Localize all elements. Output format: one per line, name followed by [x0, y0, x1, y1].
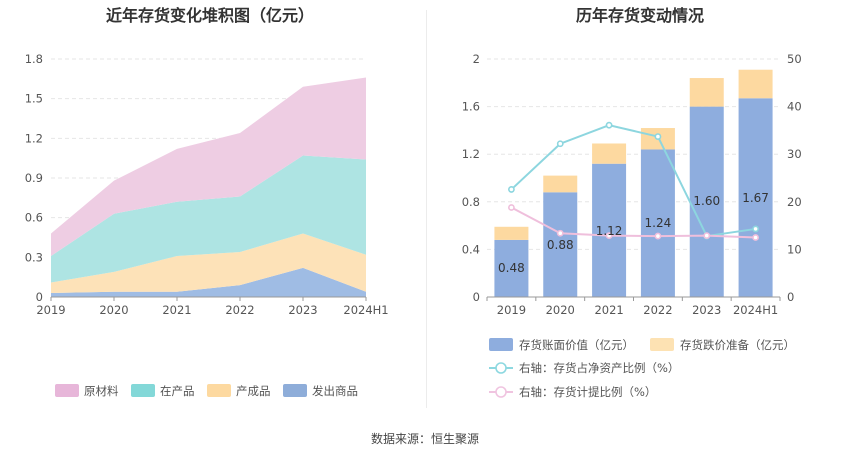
legend-label: 右轴：存货计提比例（%） — [519, 385, 656, 399]
left-x-tick-label: 2024H1 — [343, 303, 388, 317]
right-chart-right-y-tick-label: 40 — [787, 100, 802, 114]
legend-label: 在产品 — [160, 384, 195, 398]
legend-swatch-book-value — [489, 338, 513, 351]
bar-impairment-2023 — [689, 78, 724, 107]
right-x-tick-label: 2021 — [594, 303, 623, 317]
right-chart-left-y-tick-label: 0.4 — [462, 242, 480, 256]
right-chart-right-y-tick-label: 30 — [787, 147, 802, 161]
legend-swatch-在产品 — [131, 384, 155, 397]
legend-label: 存货账面价值（亿元） — [519, 338, 634, 352]
bar-book-value-2021 — [592, 163, 627, 297]
line-point — [605, 232, 613, 239]
right-chart-right-y-tick-label: 10 — [787, 242, 802, 256]
area-series-在产品 — [51, 155, 366, 283]
left-y-tick-label: 1.5 — [25, 92, 43, 106]
right-x-tick-label: 2023 — [692, 303, 721, 317]
bar-data-label: 0.88 — [547, 238, 574, 252]
area-series-产成品 — [51, 233, 366, 294]
bar-data-label: 0.48 — [498, 261, 525, 275]
legend-line-marker — [495, 386, 507, 398]
line-series-右轴：存货计提比例（%） — [510, 206, 756, 239]
legend-label: 存货跌价准备（亿元） — [680, 338, 795, 352]
line-point — [752, 234, 759, 241]
left-x-tick-label: 2023 — [288, 303, 317, 317]
data-source-note: 数据来源：恒生聚源 — [370, 432, 479, 446]
left-y-tick-label: 0.9 — [25, 171, 43, 185]
right-chart-right-y-tick-label: 0 — [787, 290, 794, 304]
bar-data-label: 1.12 — [596, 224, 623, 238]
right-chart-left-y-tick-label: 1.2 — [462, 147, 480, 161]
right-chart-left-y-tick-label: 2 — [473, 52, 480, 66]
legend-swatch-发出商品 — [283, 384, 307, 397]
bar-book-value-2023 — [689, 106, 724, 297]
legend-label: 发出商品 — [312, 384, 358, 398]
right-x-tick-label: 2022 — [643, 303, 672, 317]
line-series-右轴：存货占净资产比例（%） — [510, 124, 756, 238]
legend-label: 右轴：存货占净资产比例（%） — [519, 361, 679, 375]
bar-data-label: 1.60 — [693, 194, 720, 208]
line-point — [508, 186, 515, 193]
left-x-tick-label: 2019 — [36, 303, 65, 317]
line-point — [654, 232, 662, 240]
bar-book-value-2020 — [543, 192, 578, 297]
legend-label: 原材料 — [84, 384, 119, 398]
line-point — [508, 204, 515, 211]
line-point — [556, 140, 564, 148]
left-x-tick-label: 2021 — [162, 303, 191, 317]
left-y-tick-label: 0.3 — [25, 250, 43, 264]
right-x-tick-label: 2024H1 — [733, 303, 778, 317]
area-series-原材料 — [51, 77, 366, 257]
bar-impairment-2019 — [494, 226, 529, 240]
bar-book-value-2019 — [494, 239, 529, 297]
bar-impairment-2020 — [543, 175, 578, 193]
legend-swatch-原材料 — [55, 384, 79, 397]
right-chart-title: 历年存货变动情况 — [575, 6, 704, 25]
line-point — [605, 121, 613, 129]
bar-data-label: 1.67 — [742, 191, 769, 205]
line-point — [752, 225, 759, 233]
right-chart-left-y-tick-label: 1.6 — [462, 100, 480, 114]
chart-divider — [426, 10, 427, 408]
left-y-tick-label: 1.2 — [25, 131, 43, 145]
right-x-tick-label: 2019 — [497, 303, 526, 317]
bar-impairment-2021 — [592, 143, 627, 164]
line-point — [703, 232, 711, 239]
right-chart-right-y-tick-label: 50 — [787, 52, 802, 66]
left-chart-title: 近年存货变化堆积图（亿元） — [105, 6, 314, 25]
right-x-tick-label: 2020 — [546, 303, 575, 317]
left-y-tick-label: 1.8 — [25, 52, 43, 66]
line-point — [654, 133, 662, 140]
left-y-tick-label: 0.6 — [25, 211, 43, 225]
bar-impairment-2024H1 — [738, 69, 773, 99]
right-chart-left-y-tick-label: 0 — [473, 290, 480, 304]
bar-book-value-2022 — [640, 149, 675, 297]
legend-label: 产成品 — [236, 384, 271, 398]
bar-data-label: 1.24 — [645, 216, 672, 230]
left-x-tick-label: 2020 — [99, 303, 128, 317]
legend-swatch-impairment — [650, 338, 674, 351]
legend-swatch-产成品 — [207, 384, 231, 397]
left-y-tick-label: 0 — [36, 290, 43, 304]
left-x-tick-label: 2022 — [225, 303, 254, 317]
bar-book-value-2024H1 — [738, 98, 773, 298]
line-point — [556, 229, 564, 237]
legend-line-marker — [495, 362, 507, 374]
area-series-发出商品 — [51, 267, 366, 297]
right-chart-right-y-tick-label: 20 — [787, 195, 802, 209]
right-chart-left-y-tick-label: 0.8 — [462, 195, 480, 209]
